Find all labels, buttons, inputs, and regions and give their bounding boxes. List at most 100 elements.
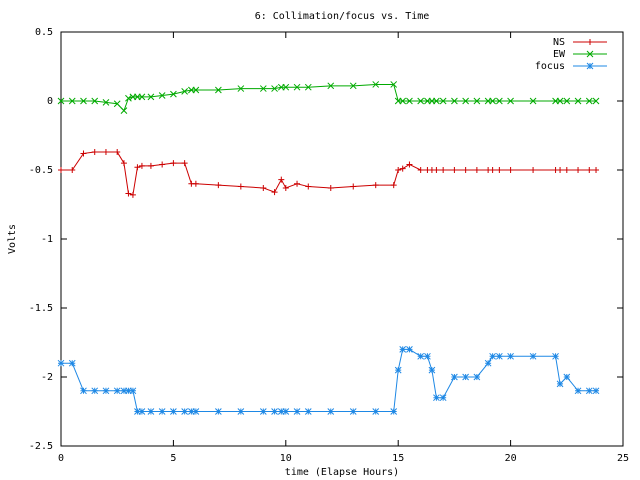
point-marker (102, 99, 110, 106)
point-marker (237, 85, 245, 92)
point-marker (237, 183, 244, 190)
point-marker (496, 352, 503, 360)
point-marker (473, 97, 481, 105)
point-marker (260, 184, 267, 191)
chart-title: 6: Collimation/focus vs. Time (255, 11, 430, 22)
y-tick-label: -1 (41, 234, 53, 245)
point-marker (134, 408, 141, 415)
point-marker (102, 387, 110, 395)
point-marker (192, 408, 200, 415)
point-marker (575, 167, 582, 173)
point-marker (158, 408, 166, 415)
point-marker (271, 408, 278, 415)
point-marker (282, 184, 289, 191)
x-tick-label: 5 (170, 453, 176, 464)
point-marker (125, 94, 132, 102)
plot-frame (60, 31, 624, 447)
x-axis-label: time (Elapse Hours) (285, 467, 399, 478)
point-marker (188, 408, 195, 415)
point-marker (304, 408, 312, 415)
point-marker (395, 167, 402, 173)
point-marker (215, 408, 222, 415)
point-marker (147, 162, 154, 169)
point-marker (406, 161, 413, 168)
point-marker (484, 359, 492, 367)
point-marker (439, 97, 447, 105)
point-marker (282, 408, 290, 415)
point-marker (507, 167, 514, 173)
point-marker (327, 408, 335, 415)
point-marker (390, 81, 398, 88)
y-tick-label: 0.5 (35, 27, 53, 38)
point-marker (473, 373, 481, 381)
x-tick-label: 10 (280, 453, 292, 464)
point-marker (390, 408, 398, 415)
point-marker (147, 93, 155, 101)
point-marker (507, 352, 514, 360)
point-marker (138, 408, 146, 415)
point-marker (277, 408, 285, 415)
point-marker (282, 83, 290, 91)
point-marker (406, 97, 413, 105)
point-marker (417, 352, 425, 360)
point-marker (530, 167, 537, 173)
point-marker (69, 167, 76, 173)
point-marker (350, 183, 357, 190)
point-marker (304, 83, 312, 91)
y-tick-label: -1.5 (29, 303, 53, 314)
x-tick-label: 20 (505, 453, 517, 464)
point-marker (552, 352, 559, 360)
y-axis-label: Volts (7, 224, 18, 254)
point-marker (120, 107, 128, 115)
point-marker (417, 97, 425, 105)
point-marker (215, 182, 222, 189)
point-marker (507, 97, 514, 105)
point-marker (293, 83, 301, 91)
point-marker (489, 352, 496, 360)
point-marker (181, 87, 188, 95)
point-marker (129, 191, 136, 198)
point-marker (592, 97, 600, 105)
y-tick-label: -0.5 (29, 165, 53, 176)
point-marker (134, 164, 141, 171)
point-marker (451, 97, 458, 105)
point-marker (428, 366, 436, 374)
legend-marker (587, 39, 593, 45)
point-marker (113, 387, 121, 395)
point-marker (327, 184, 334, 191)
y-tick-label: -2 (41, 372, 53, 383)
point-marker (574, 97, 582, 105)
point-marker (563, 373, 571, 381)
point-marker (305, 183, 312, 190)
point-marker (417, 167, 424, 173)
point-marker (586, 167, 593, 173)
point-marker (349, 408, 357, 415)
point-marker (215, 86, 222, 94)
point-marker (433, 97, 440, 105)
point-marker (80, 97, 87, 105)
point-marker (114, 149, 121, 156)
point-marker (138, 162, 145, 169)
point-marker (394, 366, 402, 374)
point-marker (399, 346, 407, 353)
point-marker (496, 97, 503, 105)
point-marker (451, 167, 458, 173)
point-marker (120, 387, 128, 395)
point-marker (574, 387, 582, 395)
point-marker (529, 97, 537, 105)
point-marker (424, 352, 431, 360)
point-marker (181, 408, 188, 415)
point-marker (406, 346, 413, 353)
y-tick-label: -2.5 (29, 441, 53, 452)
point-marker (496, 167, 503, 173)
point-marker (58, 167, 64, 173)
legend-marker (586, 62, 594, 70)
point-marker (439, 394, 447, 402)
point-marker (451, 373, 458, 381)
point-marker (473, 167, 480, 173)
point-marker (433, 394, 440, 402)
point-marker (293, 408, 301, 415)
point-marker (271, 189, 278, 196)
point-marker (271, 85, 278, 92)
